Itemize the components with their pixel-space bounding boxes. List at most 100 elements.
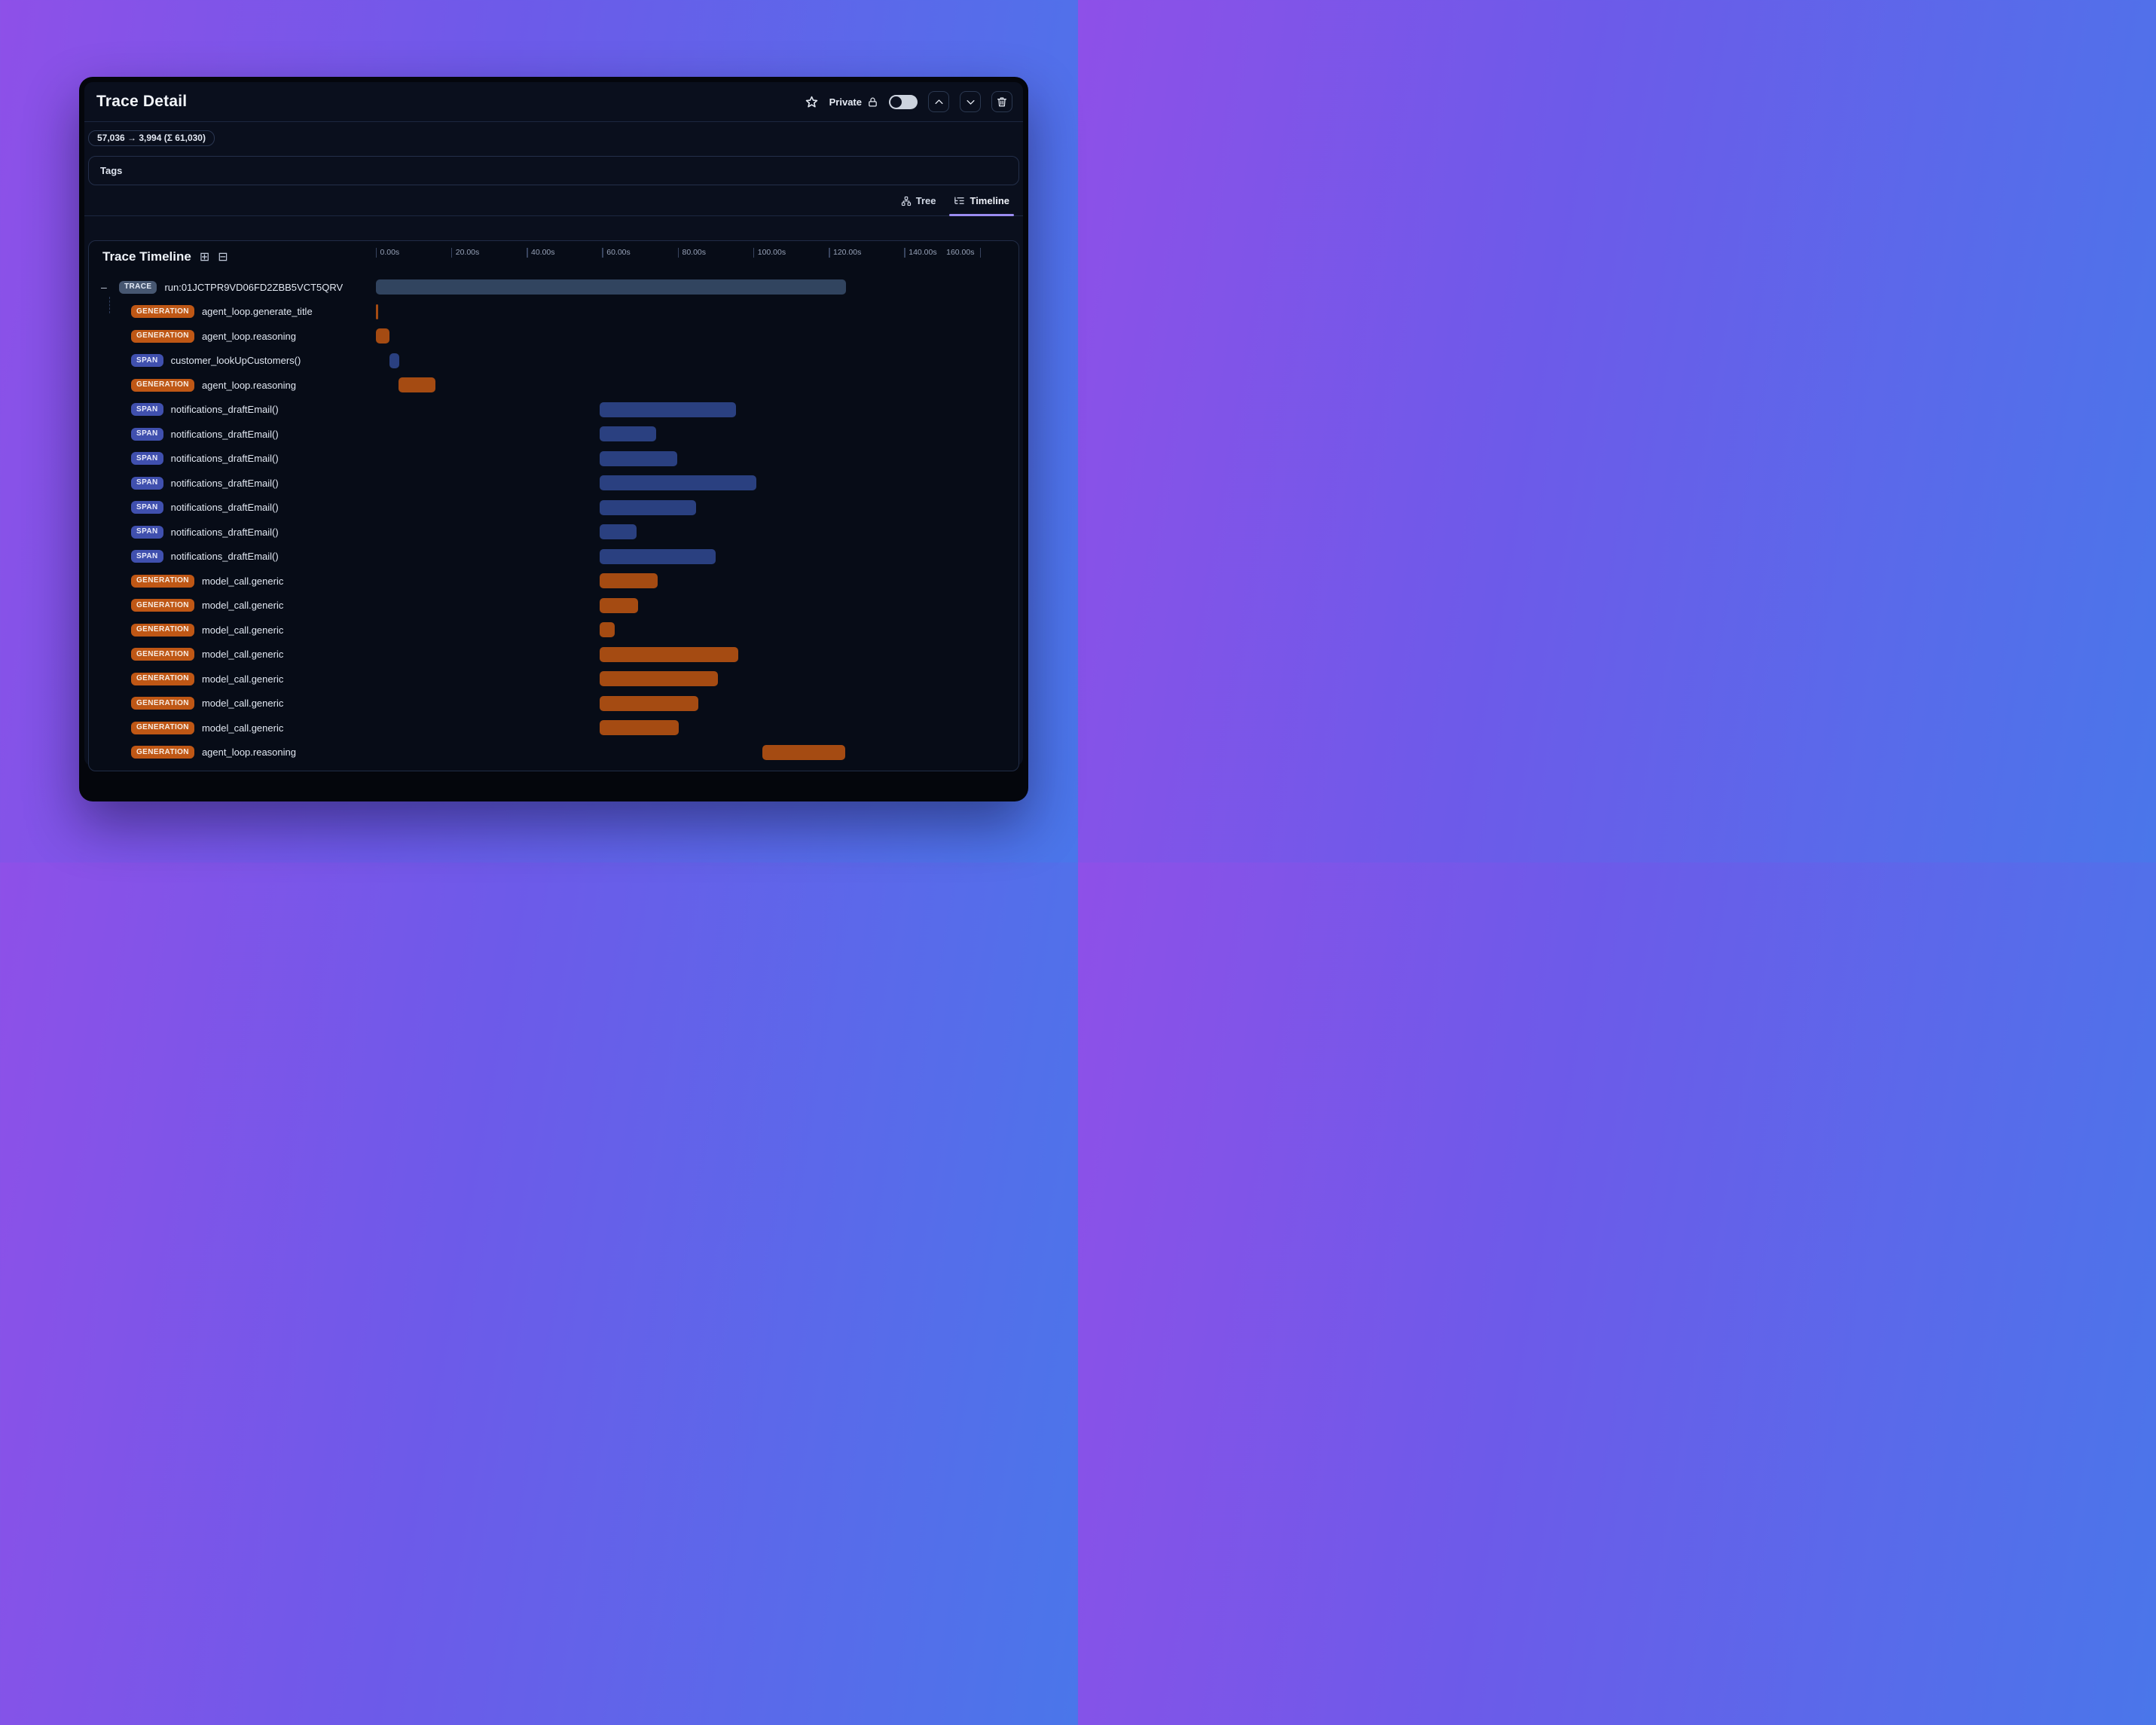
timeline-bar[interactable]: [600, 695, 699, 711]
timeline-bar[interactable]: [600, 401, 737, 417]
observation-type-badge: SPAN: [131, 452, 163, 466]
timeline-bar[interactable]: [600, 720, 679, 736]
timeline-row[interactable]: SPAN customer_lookUpCustomers(): [89, 349, 1018, 374]
axis-tick-label: 140.00s: [909, 248, 937, 257]
collapse-all-icon[interactable]: ⊟: [218, 249, 228, 264]
time-axis: 0.00s 20.00s 40.00s 60.00s 80.00s 100.00s 120.…: [89, 241, 1018, 275]
timeline-bar[interactable]: [600, 426, 656, 442]
token-usage-badge: 57,036 → 3,994 (Σ 61,030): [88, 130, 215, 146]
observation-label: notifications_draftEmail(): [170, 502, 279, 514]
timeline-row[interactable]: SPAN notifications_draftEmail(): [89, 496, 1018, 521]
observation-label: model_call.generic: [201, 649, 284, 661]
view-tabs: Tree Timeline: [84, 185, 1023, 216]
timeline-row[interactable]: – TRACE run:01JCTPR9VD06FD2ZBB5VCT5QRV: [89, 275, 1018, 300]
axis-tick-label: 160.00s: [946, 248, 975, 257]
timeline-row[interactable]: GENERATION model_call.generic: [89, 667, 1018, 692]
tab-timeline[interactable]: Timeline: [949, 195, 1014, 216]
timeline-bar[interactable]: [399, 377, 436, 393]
timeline-bar[interactable]: [376, 328, 390, 344]
next-observation-button[interactable]: [960, 91, 981, 112]
observation-label: notifications_draftEmail(): [170, 453, 279, 465]
timeline-row[interactable]: GENERATION model_call.generic: [89, 569, 1018, 594]
tree-icon: [901, 196, 911, 206]
timeline-bar[interactable]: [600, 573, 658, 589]
observation-type-badge: SPAN: [131, 354, 163, 368]
observation-type-badge: SPAN: [131, 403, 163, 417]
observation-label: model_call.generic: [201, 600, 284, 612]
observation-label: model_call.generic: [201, 698, 284, 710]
timeline-row[interactable]: SPAN notifications_draftEmail(): [89, 422, 1018, 447]
observation-label: notifications_draftEmail(): [170, 428, 279, 440]
timeline-bar[interactable]: [600, 548, 716, 564]
timeline-bar[interactable]: [600, 450, 678, 466]
trash-icon: [997, 97, 1006, 107]
observation-label: agent_loop.reasoning: [201, 330, 296, 342]
privacy-label: Private: [829, 96, 862, 108]
timeline-row[interactable]: SPAN notifications_draftEmail(): [89, 398, 1018, 423]
observation-type-badge: GENERATION: [131, 574, 194, 588]
tags-box[interactable]: Tags: [88, 156, 1019, 185]
timeline-row[interactable]: GENERATION agent_loop.reasoning: [89, 324, 1018, 349]
collapse-toggle[interactable]: –: [101, 281, 107, 294]
tab-tree-label: Tree: [915, 195, 936, 206]
delete-trace-button[interactable]: [991, 91, 1012, 112]
observation-label: agent_loop.generate_title: [201, 306, 313, 318]
observation-type-badge: GENERATION: [131, 648, 194, 661]
timeline-row[interactable]: SPAN notifications_draftEmail(): [89, 447, 1018, 472]
axis-tick: [904, 248, 905, 258]
timeline-row[interactable]: GENERATION model_call.generic: [89, 716, 1018, 740]
privacy-toggle[interactable]: [889, 94, 918, 109]
axis-tick-label: 20.00s: [455, 248, 480, 257]
observation-type-badge: GENERATION: [131, 305, 194, 319]
observation-type-badge: GENERATION: [131, 672, 194, 685]
observation-label: model_call.generic: [201, 624, 284, 636]
expand-all-icon[interactable]: ⊞: [199, 249, 210, 264]
timeline-row[interactable]: SPAN notifications_draftEmail(): [89, 520, 1018, 545]
timeline-bar[interactable]: [375, 304, 378, 319]
observation-label: notifications_draftEmail(): [170, 404, 279, 416]
axis-tick: [602, 248, 603, 258]
tags-label: Tags: [100, 165, 123, 176]
observation-label: model_call.generic: [201, 575, 284, 587]
observation-type-badge: SPAN: [131, 550, 163, 563]
timeline-row[interactable]: GENERATION agent_loop.generate_title: [89, 300, 1018, 325]
timeline-bar[interactable]: [389, 353, 399, 368]
window-header: Trace Detail Private: [84, 82, 1023, 122]
trace-meta-section: 57,036 → 3,994 (Σ 61,030) Tags: [84, 122, 1023, 185]
timeline-bar[interactable]: [600, 475, 757, 491]
axis-tick: [375, 248, 377, 258]
timeline-bar[interactable]: [600, 671, 719, 687]
previous-observation-button[interactable]: [928, 91, 949, 112]
timeline-bar[interactable]: [600, 622, 615, 638]
axis-tick: [829, 248, 830, 258]
timeline-bar[interactable]: [762, 744, 846, 760]
timeline-bar[interactable]: [600, 499, 697, 515]
timeline-row[interactable]: GENERATION model_call.generic: [89, 618, 1018, 643]
timeline-rows: – TRACE run:01JCTPR9VD06FD2ZBB5VCT5QRV G…: [89, 275, 1018, 765]
timeline-row[interactable]: SPAN notifications_draftEmail(): [89, 545, 1018, 569]
observation-label: notifications_draftEmail(): [170, 526, 279, 538]
timeline-row[interactable]: SPAN notifications_draftEmail(): [89, 471, 1018, 496]
toggle-knob: [890, 96, 902, 108]
observation-label: run:01JCTPR9VD06FD2ZBB5VCT5QRV: [164, 281, 344, 293]
axis-tick-label: 100.00s: [757, 248, 786, 257]
timeline-bar[interactable]: [600, 524, 637, 540]
axis-tick: [450, 248, 453, 258]
axis-tick-label: 40.00s: [531, 248, 555, 257]
header-actions: Private: [805, 91, 1012, 112]
timeline-row[interactable]: GENERATION model_call.generic: [89, 643, 1018, 667]
timeline-row[interactable]: GENERATION model_call.generic: [89, 594, 1018, 618]
timeline-bar[interactable]: [375, 279, 846, 295]
timeline-row[interactable]: GENERATION agent_loop.reasoning: [89, 740, 1018, 765]
timeline-row[interactable]: GENERATION model_call.generic: [89, 692, 1018, 716]
axis-tick: [753, 248, 755, 258]
axis-tick-label: 60.00s: [606, 248, 631, 257]
observation-label: agent_loop.reasoning: [201, 379, 296, 391]
observation-type-badge: GENERATION: [131, 329, 194, 343]
timeline-bar[interactable]: [600, 646, 739, 662]
timeline-bar[interactable]: [600, 597, 638, 613]
bookmark-star-icon[interactable]: [805, 95, 819, 109]
tab-tree[interactable]: Tree: [896, 195, 941, 215]
trace-detail-window: Trace Detail Private: [79, 77, 1028, 801]
timeline-row[interactable]: GENERATION agent_loop.reasoning: [89, 373, 1018, 398]
